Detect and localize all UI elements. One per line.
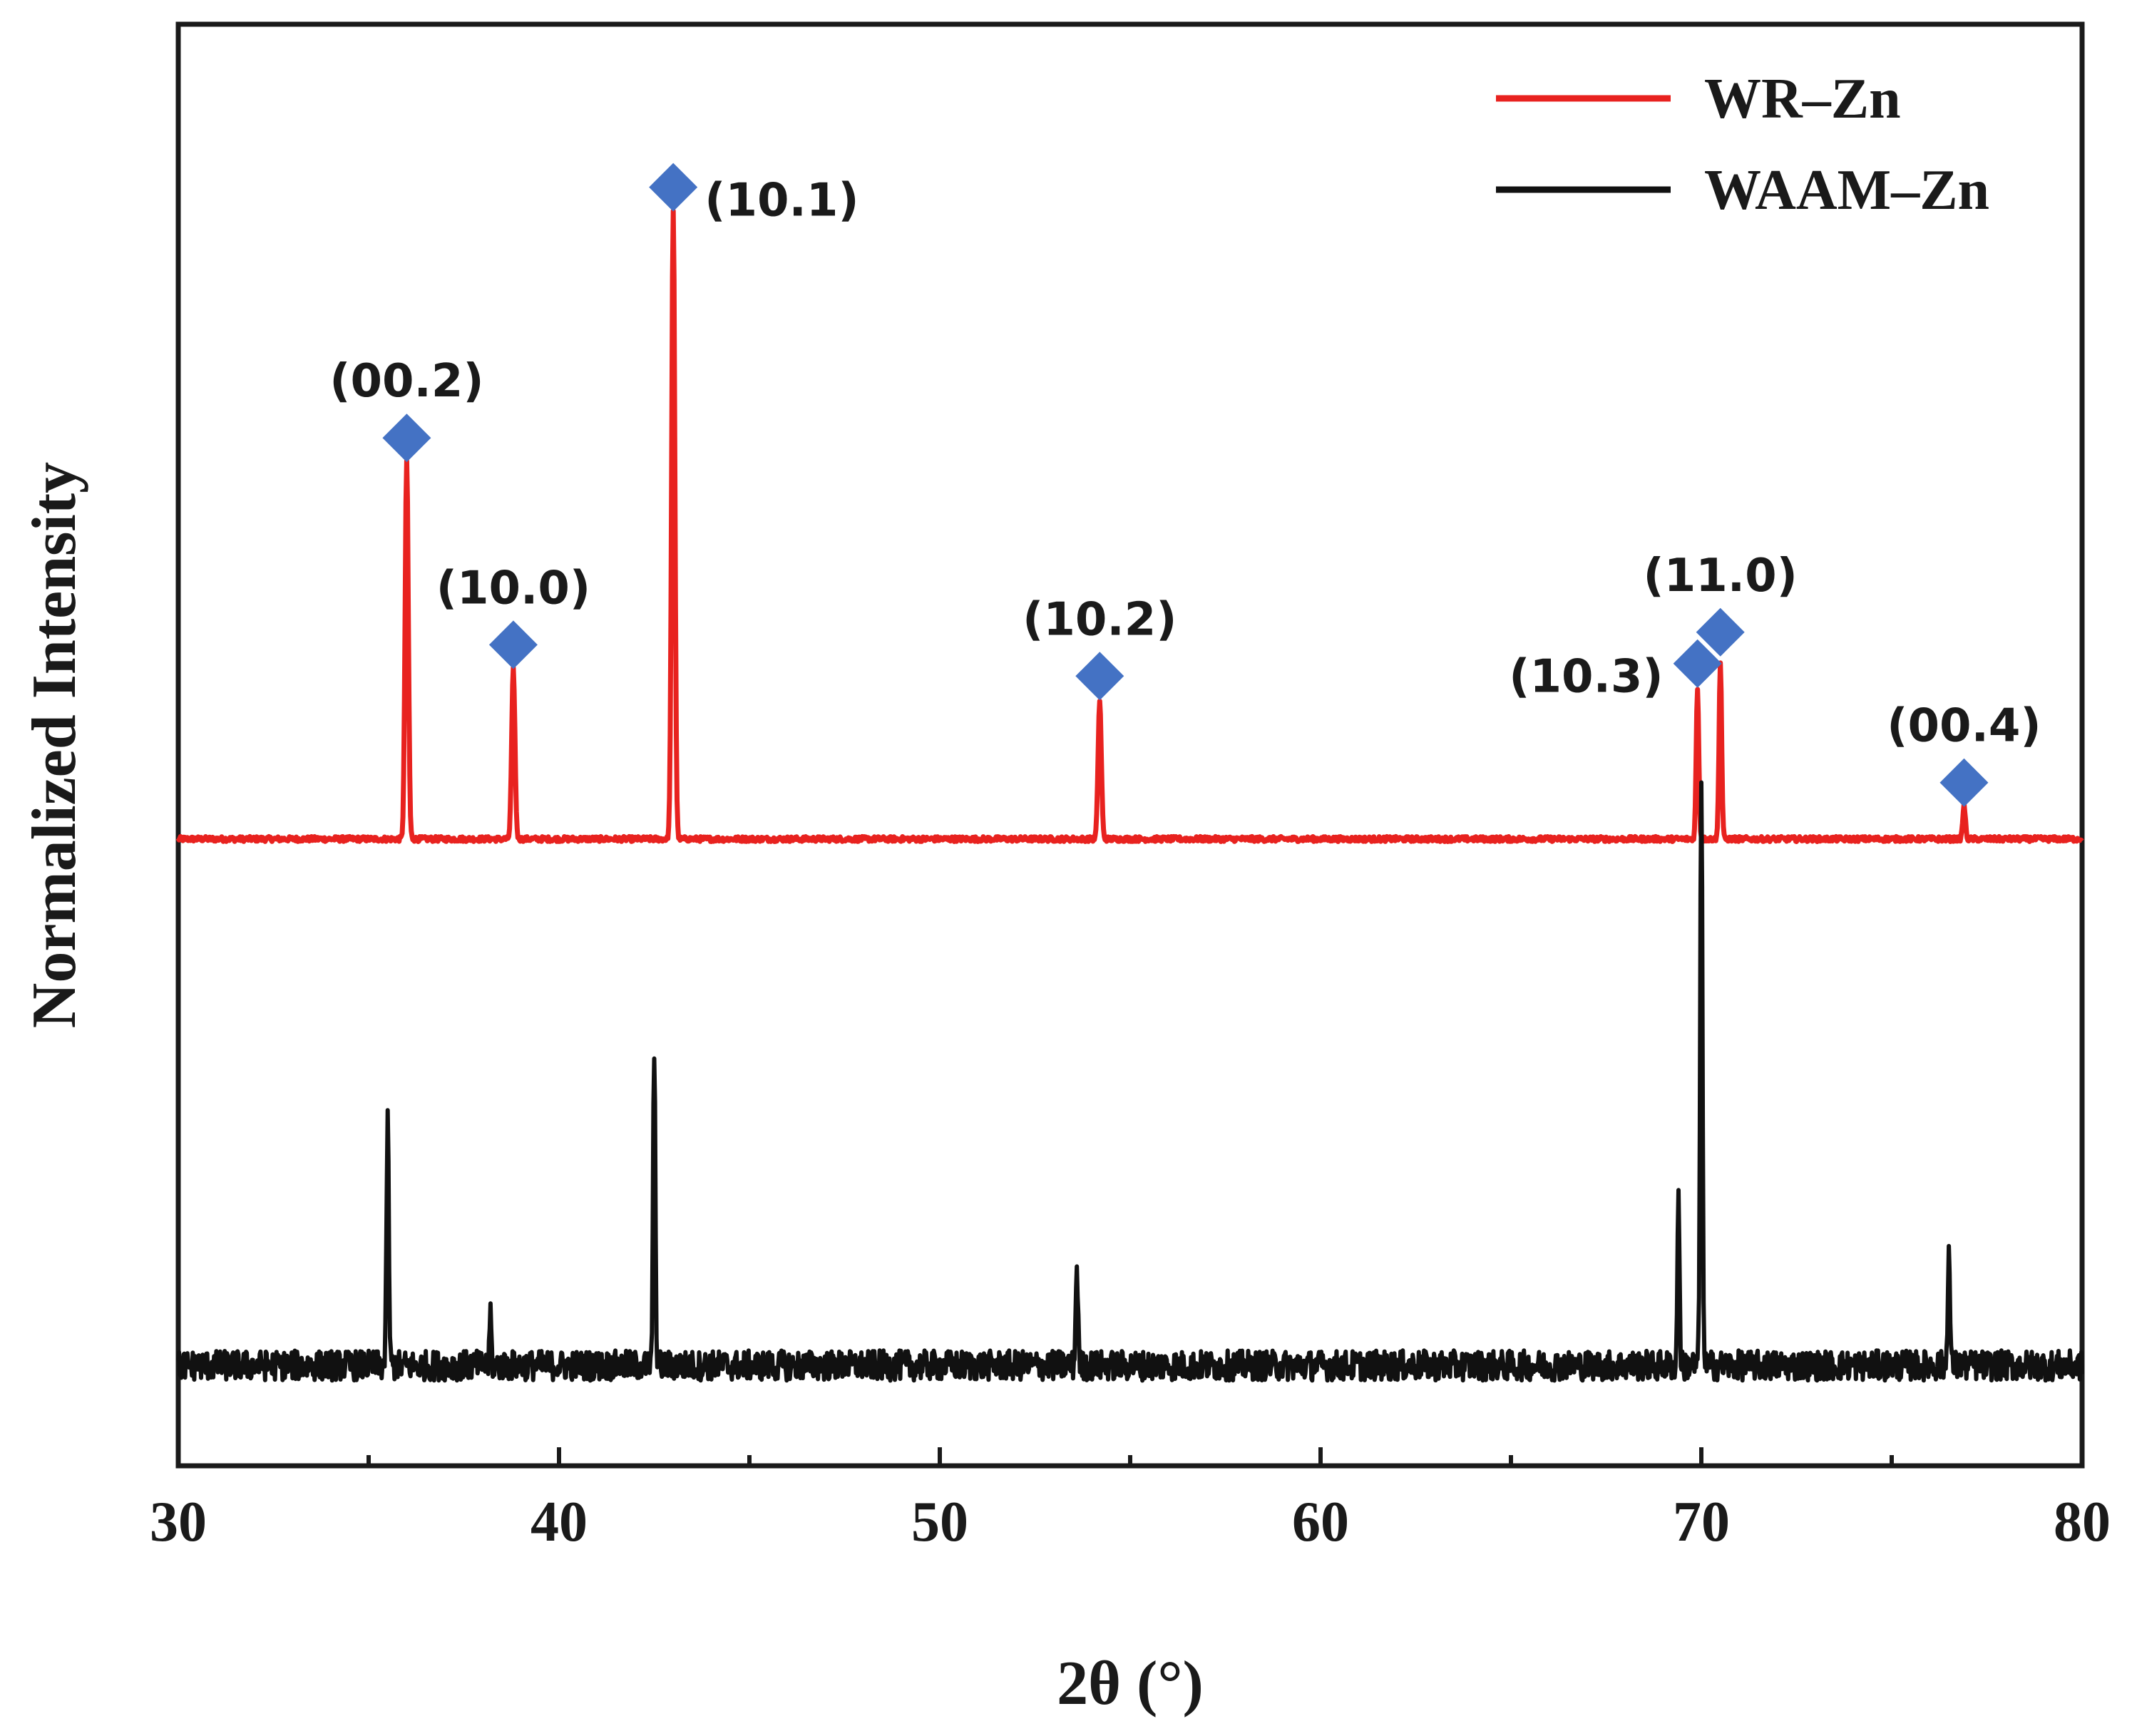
peak-marker xyxy=(382,414,431,463)
peak-marker xyxy=(1075,652,1124,701)
peak-marker xyxy=(1939,758,1989,807)
legend: WR–Zn WAAM–Zn xyxy=(1496,68,1989,222)
peak-label: (00.4) xyxy=(1887,700,2041,753)
x-axis-title: 2θ (°) xyxy=(1057,1649,1204,1718)
peak-label: (10.3) xyxy=(1509,651,1663,704)
peak-label: (10.0) xyxy=(436,562,590,615)
x-tick-label: 30 xyxy=(150,1491,207,1553)
peak-annotations: (00.2) (10.0) (10.1) (10.2) (10.3) (11.0) (00.… xyxy=(329,163,2041,807)
plot-area xyxy=(175,208,2084,1383)
peak-label: (10.2) xyxy=(1023,593,1177,646)
x-tick-label: 40 xyxy=(531,1491,588,1553)
x-tick-label: 60 xyxy=(1292,1491,1349,1553)
peak-label: (00.2) xyxy=(329,355,483,408)
series-line-waam-zn xyxy=(176,780,2084,1383)
plot-frame xyxy=(175,21,2085,1469)
legend-label: WR–Zn xyxy=(1704,68,1901,130)
legend-label: WAAM–Zn xyxy=(1704,159,1989,222)
x-tick-label: 80 xyxy=(2054,1491,2111,1553)
y-axis-title: Normalized Intensity xyxy=(20,462,89,1028)
peak-marker xyxy=(488,620,538,669)
series-line-wr-zn xyxy=(175,208,2084,844)
peak-marker xyxy=(649,163,698,212)
peak-label: (10.1) xyxy=(704,175,859,227)
peak-marker xyxy=(1673,639,1722,688)
x-tick-label: 50 xyxy=(911,1491,968,1553)
peak-marker xyxy=(1696,607,1745,657)
x-axis: 30 40 50 60 70 80 xyxy=(150,1447,2111,1553)
x-tick-label: 70 xyxy=(1673,1491,1730,1553)
peak-label: (11.0) xyxy=(1643,550,1797,602)
